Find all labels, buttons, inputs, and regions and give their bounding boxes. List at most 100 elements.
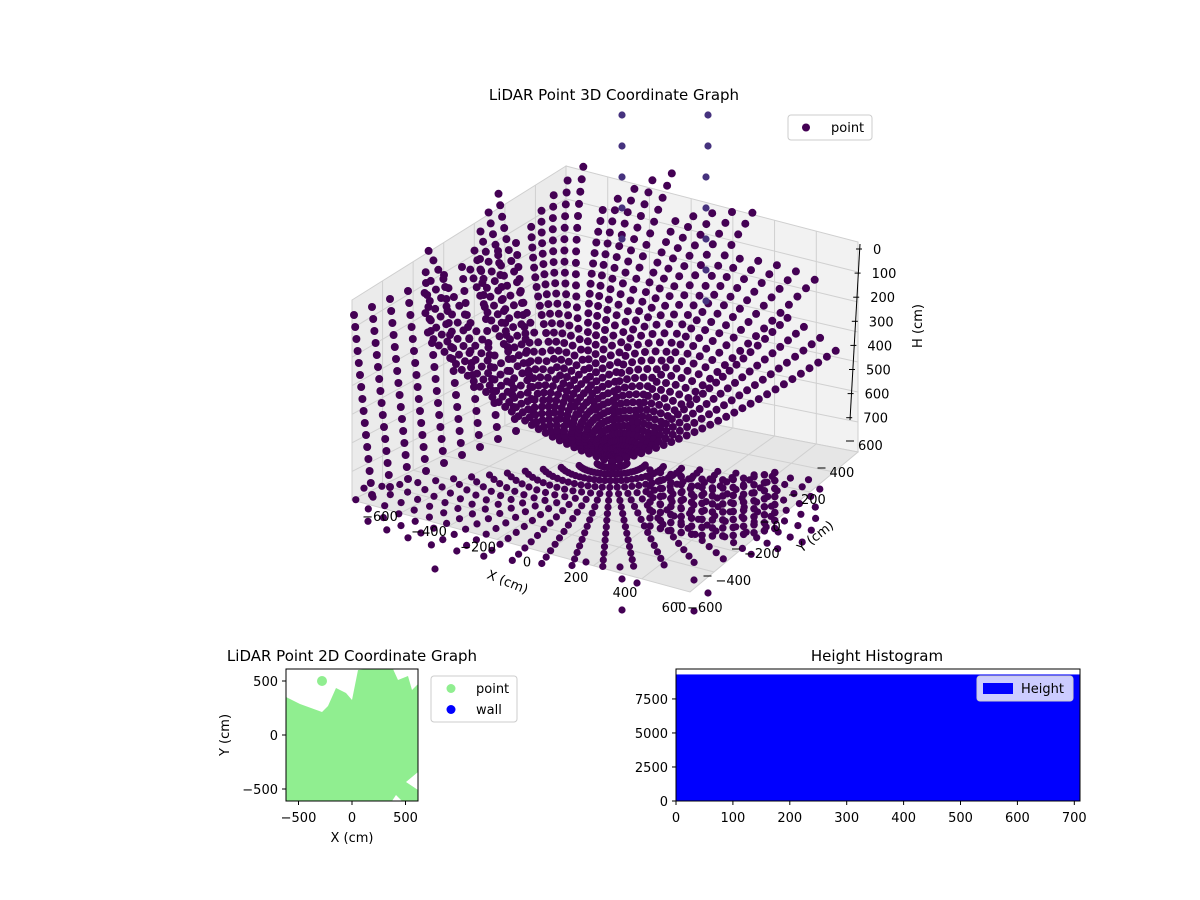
point-3d-marker: [811, 503, 819, 511]
point-3d-marker: [536, 373, 545, 382]
point-3d-marker: [479, 483, 487, 491]
x3d-tick-label: 600: [662, 601, 687, 616]
point-3d-marker: [616, 399, 625, 408]
point-3d-marker: [708, 492, 717, 500]
point-3d-marker: [684, 223, 692, 231]
point-3d-marker: [705, 410, 713, 419]
point-3d-marker: [643, 365, 652, 373]
point-3d-marker: [697, 414, 706, 423]
point-3d-marker: [698, 491, 706, 500]
legend-2d-point-marker: [446, 684, 456, 693]
point-3d-marker: [737, 325, 745, 334]
point-3d-marker: [644, 528, 652, 537]
point-3d-marker: [488, 393, 497, 402]
point-3d-marker: [482, 496, 490, 504]
point-3d-marker: [490, 277, 499, 286]
point-3d-marker: [485, 471, 494, 479]
point-3d-marker: [602, 316, 611, 324]
point-3d-marker: [380, 423, 388, 431]
point-3d-marker: [605, 496, 613, 505]
point-3d-marker: [389, 331, 398, 339]
point-3d-marker: [605, 361, 614, 370]
point-3d-marker: [690, 576, 698, 584]
point-3d-marker: [604, 295, 613, 304]
point-3d-marker: [472, 536, 480, 544]
point-3d-marker: [612, 311, 621, 320]
point-3d-marker: [495, 332, 504, 341]
point-3d-marker: [484, 515, 492, 523]
point-3d-marker: [402, 463, 411, 471]
point-3d-marker: [729, 515, 737, 524]
point-3d-marker: [750, 497, 758, 505]
point-3d-marker: [730, 539, 738, 547]
point-3d-marker: [771, 484, 779, 493]
point-3d-marker: [646, 498, 654, 506]
point-3d-marker: [652, 443, 661, 452]
point-3d-marker: [618, 142, 626, 150]
point-3d-marker: [383, 526, 391, 534]
point-3d-marker: [398, 415, 406, 423]
point-3d-marker: [613, 194, 622, 203]
point-3d-marker: [714, 416, 723, 425]
point-3d-marker: [565, 500, 573, 509]
point-3d-marker: [750, 473, 758, 481]
point-3d-marker: [598, 355, 607, 364]
point-3d-marker: [449, 344, 458, 353]
point-3d-marker: [627, 246, 635, 255]
point-3d-marker: [413, 383, 422, 391]
point-3d-marker: [563, 176, 572, 185]
point-3d-marker: [722, 341, 731, 350]
point-3d-marker: [794, 522, 802, 530]
point-3d-marker: [760, 519, 769, 527]
point-3d-marker: [575, 335, 584, 344]
point-3d-marker: [644, 339, 653, 348]
point-3d-marker: [548, 214, 557, 223]
point-3d-marker: [568, 341, 577, 350]
point-3d-marker: [702, 250, 711, 259]
point-3d-marker: [492, 524, 500, 533]
point-3d-marker: [412, 371, 421, 379]
point-3d-marker: [605, 370, 614, 379]
point-3d-marker: [450, 379, 459, 387]
point-3d-marker: [462, 525, 470, 533]
point-3d-marker: [535, 301, 544, 310]
point-3d-marker: [544, 337, 553, 346]
point-3d-marker: [601, 326, 609, 334]
point-3d-marker: [510, 374, 519, 383]
point-3d-marker: [563, 373, 571, 381]
point-3d-marker: [690, 428, 699, 437]
point-3d-marker: [386, 491, 394, 499]
point-3d-marker: [526, 318, 535, 327]
point-3d-marker: [695, 352, 704, 361]
point-3d-marker: [719, 301, 728, 310]
point-3d-marker: [461, 357, 469, 366]
point-3d-marker: [442, 320, 451, 329]
point-3d-marker: [660, 394, 669, 403]
point-3d-marker: [750, 529, 758, 537]
point-3d-marker: [629, 325, 638, 334]
point-3d-marker: [503, 366, 512, 375]
point-3d-marker: [660, 561, 668, 569]
point-3d-marker: [621, 483, 629, 491]
point-3d-marker: [439, 536, 447, 544]
point-cloud-3d: [350, 111, 840, 615]
y2d-tick-label: −500: [242, 783, 278, 798]
point-3d-marker: [600, 335, 609, 344]
point-3d-marker: [608, 341, 616, 350]
point-3d-marker: [506, 291, 515, 300]
legend-3d: point: [787, 114, 873, 141]
point-3d-marker: [752, 332, 760, 341]
point-3d-marker: [598, 364, 607, 373]
point-3d-marker: [459, 275, 468, 283]
point-3d-marker: [594, 302, 603, 310]
point-3d-marker: [537, 402, 546, 411]
point-3d-marker: [620, 516, 628, 524]
point-3d-marker: [644, 446, 653, 455]
point-3d-marker: [745, 367, 754, 376]
point-3d-marker: [534, 381, 543, 390]
point-3d-marker: [583, 522, 591, 530]
point-3d-marker: [667, 338, 676, 347]
point-3d-marker: [478, 335, 487, 344]
point-3d-marker: [455, 350, 463, 359]
point-3d-marker: [799, 322, 808, 331]
